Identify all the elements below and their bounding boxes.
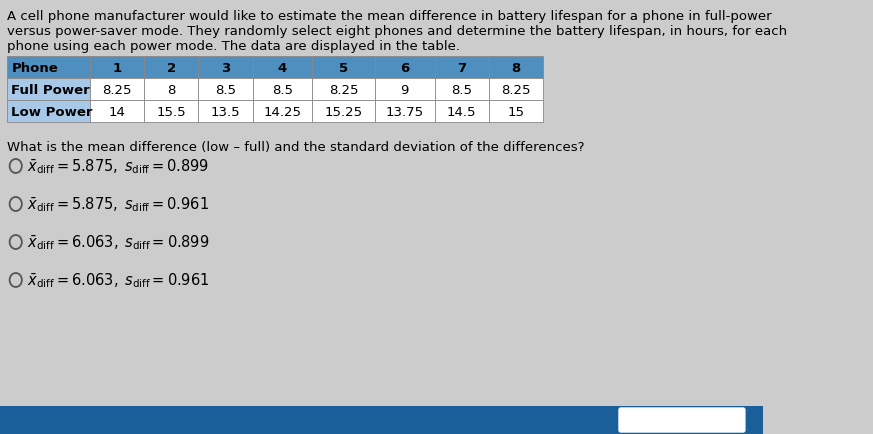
Text: 13.75: 13.75 [386, 105, 424, 118]
Text: 8.5: 8.5 [272, 83, 293, 96]
Bar [375, 79, 435, 101]
Bar [144, 101, 198, 123]
Text: 8.25: 8.25 [501, 83, 531, 96]
Text: 15: 15 [507, 105, 525, 118]
Bar [7, 57, 90, 79]
Text: 8.25: 8.25 [102, 83, 132, 96]
Text: 6: 6 [400, 61, 409, 74]
Text: $\bar{x}_{\mathregular{diff}}=5.875,\;s_{\mathregular{diff}}=0.899$: $\bar{x}_{\mathregular{diff}}=5.875,\;s_… [27, 157, 210, 176]
Bar [252, 101, 313, 123]
Text: 7: 7 [457, 61, 466, 74]
Bar [313, 57, 375, 79]
Text: Low Power: Low Power [11, 105, 93, 118]
Bar [7, 101, 90, 123]
Bar [375, 57, 435, 79]
Text: 8.5: 8.5 [215, 83, 236, 96]
Text: 9: 9 [401, 83, 409, 96]
Text: $\bar{x}_{\mathregular{diff}}=5.875,\;s_{\mathregular{diff}}=0.961$: $\bar{x}_{\mathregular{diff}}=5.875,\;s_… [27, 195, 210, 214]
Text: A cell phone manufacturer would like to estimate the mean difference in battery : A cell phone manufacturer would like to … [7, 10, 772, 23]
Bar [252, 79, 313, 101]
Bar [198, 101, 252, 123]
Bar [435, 57, 489, 79]
Text: $\bar{x}_{\mathregular{diff}}=6.063,\;s_{\mathregular{diff}}=0.961$: $\bar{x}_{\mathregular{diff}}=6.063,\;s_… [27, 271, 210, 290]
Bar [0, 406, 763, 434]
Bar [313, 79, 375, 101]
Bar [198, 79, 252, 101]
Text: $\bar{x}_{\mathregular{diff}}=6.063,\;s_{\mathregular{diff}}=0.899$: $\bar{x}_{\mathregular{diff}}=6.063,\;s_… [27, 233, 210, 252]
Text: 8.5: 8.5 [451, 83, 472, 96]
Text: What is the mean difference (low – full) and the standard deviation of the diffe: What is the mean difference (low – full)… [7, 141, 585, 154]
Bar [252, 57, 313, 79]
Bar [198, 57, 252, 79]
Bar [489, 79, 543, 101]
FancyBboxPatch shape [619, 408, 745, 432]
Text: 8: 8 [512, 61, 520, 74]
Bar [435, 79, 489, 101]
Bar [313, 101, 375, 123]
Bar [90, 79, 144, 101]
Text: 8: 8 [167, 83, 175, 96]
Bar [144, 57, 198, 79]
Text: versus power-saver mode. They randomly select eight phones and determine the bat: versus power-saver mode. They randomly s… [7, 25, 787, 38]
Text: 8.25: 8.25 [329, 83, 358, 96]
Text: 14.5: 14.5 [447, 105, 477, 118]
Text: 1: 1 [113, 61, 121, 74]
Text: 13.5: 13.5 [210, 105, 240, 118]
Text: 4: 4 [278, 61, 287, 74]
Text: 14.25: 14.25 [264, 105, 301, 118]
Bar [375, 101, 435, 123]
Text: 14: 14 [109, 105, 126, 118]
Bar [489, 57, 543, 79]
Bar [144, 79, 198, 101]
Bar [7, 79, 90, 101]
Bar [90, 57, 144, 79]
Text: Full Power: Full Power [11, 83, 90, 96]
Text: phone using each power mode. The data are displayed in the table.: phone using each power mode. The data ar… [7, 40, 460, 53]
Text: Phone: Phone [11, 61, 58, 74]
Text: 15.5: 15.5 [156, 105, 186, 118]
Text: 3: 3 [221, 61, 230, 74]
Bar [90, 101, 144, 123]
Bar [435, 101, 489, 123]
Bar [489, 101, 543, 123]
Text: 2: 2 [167, 61, 176, 74]
Text: 5: 5 [339, 61, 348, 74]
Text: 15.25: 15.25 [325, 105, 362, 118]
